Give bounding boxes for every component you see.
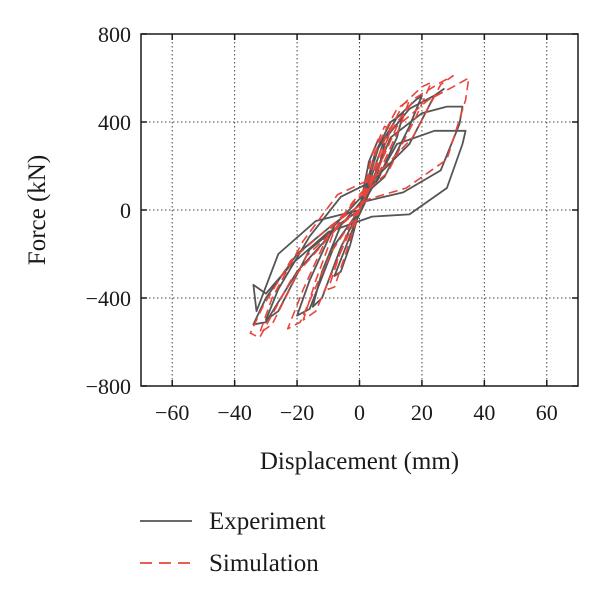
x-tick-label: 40 xyxy=(473,400,495,425)
x-tick-label: 20 xyxy=(411,400,433,425)
y-tick-label: 0 xyxy=(120,198,131,223)
y-tick-labels: −800 −400 0 400 800 xyxy=(86,22,131,399)
legend: Experiment Simulation xyxy=(140,508,326,577)
x-tick-label: 60 xyxy=(536,400,558,425)
tick-marks xyxy=(141,33,578,387)
simulation-loop-1 xyxy=(327,125,392,290)
x-tick-label: −20 xyxy=(280,400,314,425)
series-simulation xyxy=(249,75,470,339)
experiment-loop-1 xyxy=(333,138,386,277)
legend-label-simulation: Simulation xyxy=(209,550,319,577)
y-tick-label: −400 xyxy=(86,286,131,311)
experiment-loop-6 xyxy=(252,129,467,313)
y-tick-label: 400 xyxy=(98,110,131,135)
series-layer xyxy=(249,75,470,339)
x-tick-label: −40 xyxy=(217,400,251,425)
simulation-loop-3 xyxy=(286,81,433,330)
simulation-loop-5 xyxy=(249,77,470,339)
simulation-loop-4 xyxy=(258,75,454,334)
y-axis-label: Force (kN) xyxy=(24,155,51,265)
simulation-loop-2 xyxy=(302,99,411,321)
y-tick-label: −800 xyxy=(86,374,131,399)
x-tick-label: 0 xyxy=(354,400,365,425)
legend-label-experiment: Experiment xyxy=(209,508,326,535)
x-tick-labels: −60 −40 −20 0 20 40 60 xyxy=(155,400,558,425)
y-tick-label: 800 xyxy=(98,22,131,47)
x-tick-label: −60 xyxy=(155,400,189,425)
x-axis-label: Displacement (mm) xyxy=(260,448,459,475)
